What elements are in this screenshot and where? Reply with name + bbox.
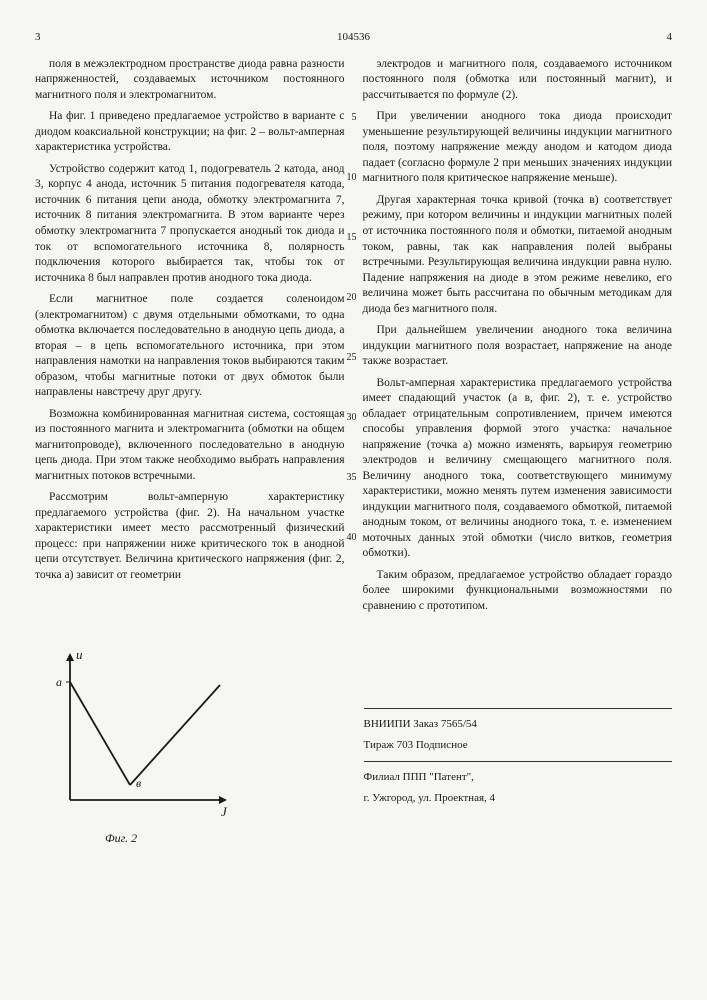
figure-area: u Jа в Фиг. 2 ВНИИПИ Заказ 7565/54 Тираж 7… xyxy=(35,640,672,846)
svg-text:а: а xyxy=(56,675,62,689)
page-header: 3 104536 4 xyxy=(35,30,672,45)
para: При дальнейшем увеличении анодного тока … xyxy=(363,323,673,370)
svg-text:в: в xyxy=(136,776,141,790)
line-marker: 30 xyxy=(347,411,357,425)
para: Другая характерная точка кривой (точка в… xyxy=(363,193,673,317)
line-marker: 35 xyxy=(347,471,357,485)
para: Вольт-амперная характеристика предлагаем… xyxy=(363,376,673,562)
para: При увеличении анодного тока диода проис… xyxy=(363,109,673,187)
page-num-right: 4 xyxy=(667,30,673,45)
para: поля в межэлектродном пространстве диода… xyxy=(35,57,345,104)
text-columns: поля в межэлектродном пространстве диода… xyxy=(35,57,672,621)
para: Рассмотрим вольт-амперную характеристику… xyxy=(35,490,345,583)
footer-line: Тираж 703 Подписное xyxy=(364,738,673,753)
left-column: поля в межэлектродном пространстве диода… xyxy=(35,57,345,621)
figure-2: u Jа в Фиг. 2 xyxy=(35,640,344,846)
svg-text:J: J xyxy=(221,804,228,819)
footer-block: ВНИИПИ Заказ 7565/54 Тираж 703 Подписное… xyxy=(364,640,673,846)
footer-line: Филиал ППП "Патент", xyxy=(364,770,673,785)
para: Устройство содержит катод 1, подогревате… xyxy=(35,162,345,286)
para: На фиг. 1 приведено предлагаемое устройс… xyxy=(35,109,345,156)
para: Возможна комбинированная магнитная систе… xyxy=(35,407,345,485)
line-marker: 40 xyxy=(347,531,357,545)
svg-text:u: u xyxy=(76,647,83,662)
line-marker: 20 xyxy=(347,291,357,305)
figure-caption: Фиг. 2 xyxy=(105,830,344,846)
line-marker: 25 xyxy=(347,351,357,365)
doc-number: 104536 xyxy=(41,30,667,45)
footer-line: г. Ужгород, ул. Проектная, 4 xyxy=(364,791,673,806)
line-marker: 10 xyxy=(347,171,357,185)
right-column: электродов и магнитного поля, создаваемо… xyxy=(363,57,673,621)
divider xyxy=(364,761,673,762)
para: электродов и магнитного поля, создаваемо… xyxy=(363,57,673,104)
para: Если магнитное поле создается соленоидом… xyxy=(35,292,345,401)
line-marker: 15 xyxy=(347,231,357,245)
divider xyxy=(364,708,673,709)
line-marker: 5 xyxy=(352,111,357,125)
volt-ampere-chart: u Jа в xyxy=(35,640,235,820)
footer-line: ВНИИПИ Заказ 7565/54 xyxy=(364,717,673,732)
para: Таким образом, предлагаемое устройство о… xyxy=(363,568,673,615)
